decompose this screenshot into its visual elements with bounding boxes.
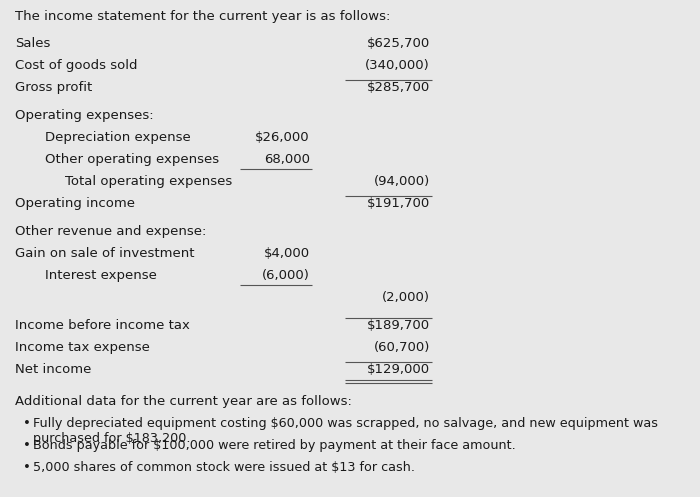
Text: Operating income: Operating income xyxy=(15,197,135,210)
Text: $129,000: $129,000 xyxy=(367,363,430,376)
Text: Depreciation expense: Depreciation expense xyxy=(45,131,190,144)
Text: (94,000): (94,000) xyxy=(374,175,430,188)
Text: Income tax expense: Income tax expense xyxy=(15,341,150,354)
Text: Gross profit: Gross profit xyxy=(15,81,92,94)
Text: Cost of goods sold: Cost of goods sold xyxy=(15,59,137,72)
Text: $4,000: $4,000 xyxy=(264,247,310,260)
Text: (340,000): (340,000) xyxy=(365,59,430,72)
Text: 68,000: 68,000 xyxy=(264,153,310,166)
Text: The income statement for the current year is as follows:: The income statement for the current yea… xyxy=(15,10,391,23)
Text: $625,700: $625,700 xyxy=(367,37,430,50)
Text: Bonds payable for $100,000 were retired by payment at their face amount.: Bonds payable for $100,000 were retired … xyxy=(33,439,516,452)
Text: Income before income tax: Income before income tax xyxy=(15,319,190,332)
Text: Interest expense: Interest expense xyxy=(45,269,157,282)
Text: Other operating expenses: Other operating expenses xyxy=(45,153,219,166)
Text: •: • xyxy=(23,417,31,430)
Text: $191,700: $191,700 xyxy=(367,197,430,210)
Text: Sales: Sales xyxy=(15,37,50,50)
Text: Fully depreciated equipment costing $60,000 was scrapped, no salvage, and new eq: Fully depreciated equipment costing $60,… xyxy=(33,417,658,445)
Text: (2,000): (2,000) xyxy=(382,291,430,304)
Text: •: • xyxy=(23,461,31,474)
Text: •: • xyxy=(23,439,31,452)
Text: Total operating expenses: Total operating expenses xyxy=(65,175,232,188)
Text: $285,700: $285,700 xyxy=(367,81,430,94)
Text: (60,700): (60,700) xyxy=(374,341,430,354)
Text: 5,000 shares of common stock were issued at $13 for cash.: 5,000 shares of common stock were issued… xyxy=(33,461,415,474)
Text: Other revenue and expense:: Other revenue and expense: xyxy=(15,225,206,238)
Text: Gain on sale of investment: Gain on sale of investment xyxy=(15,247,195,260)
Text: Operating expenses:: Operating expenses: xyxy=(15,109,153,122)
Text: $189,700: $189,700 xyxy=(367,319,430,332)
Text: $26,000: $26,000 xyxy=(256,131,310,144)
Text: Additional data for the current year are as follows:: Additional data for the current year are… xyxy=(15,395,352,408)
Text: Net income: Net income xyxy=(15,363,92,376)
Text: (6,000): (6,000) xyxy=(262,269,310,282)
